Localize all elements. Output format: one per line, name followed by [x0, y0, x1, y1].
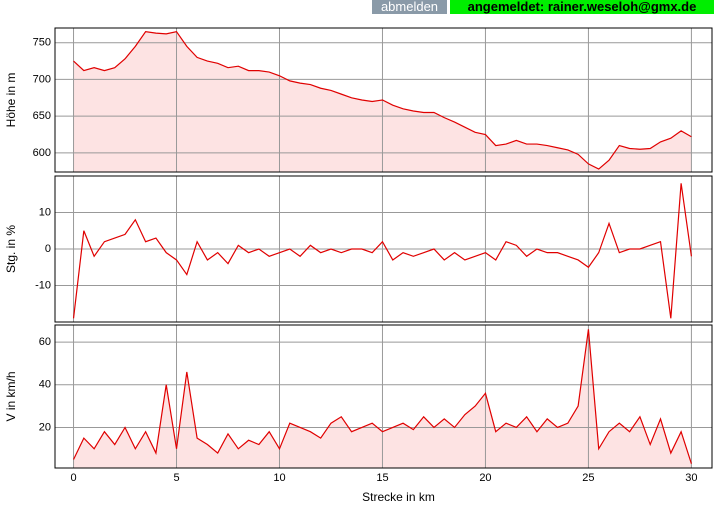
plot-frame [54, 27, 713, 173]
area-fill [73, 329, 692, 468]
x-tick-label: 30 [685, 472, 697, 484]
y-tick-label: 700 [33, 73, 51, 85]
y-tick-label: 750 [33, 37, 51, 49]
y-tick-label: 0 [45, 243, 51, 255]
data-line [73, 31, 692, 170]
y-axis-label: V in km/h [4, 371, 18, 421]
y-tick-label: 60 [39, 336, 51, 348]
y-tick-label: -10 [35, 279, 51, 291]
y-tick-label: 20 [39, 421, 51, 433]
y-axis-label: Stg. in % [4, 225, 18, 273]
y-tick-label: 650 [33, 110, 51, 122]
x-tick-label: 0 [70, 472, 76, 484]
y-axis-label: Höhe in m [4, 73, 18, 128]
x-tick-label: 10 [273, 472, 285, 484]
data-line [72, 329, 692, 464]
x-tick-label: 25 [582, 472, 594, 484]
y-tick-label: 600 [33, 147, 51, 159]
x-tick-label: 15 [376, 472, 388, 484]
plot-frame [54, 324, 713, 469]
y-tick-label: 10 [39, 206, 51, 218]
y-tick-label: 40 [39, 379, 51, 391]
x-tick-label: 5 [173, 472, 179, 484]
data-line [72, 183, 692, 319]
login-status: angemeldet: rainer.weseloh@gmx.de [450, 0, 714, 14]
x-axis-label: Strecke in km [362, 490, 435, 504]
logout-button[interactable]: abmelden [372, 0, 447, 14]
x-tick-label: 20 [479, 472, 491, 484]
plot-frame [54, 175, 713, 323]
